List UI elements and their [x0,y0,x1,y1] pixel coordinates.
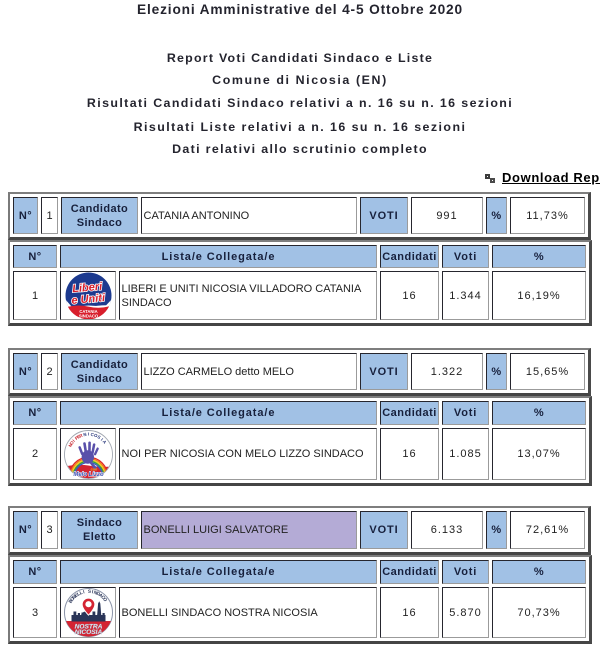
svg-text:B: B [67,598,73,604]
svg-text:E: E [73,592,78,598]
svg-text:I: I [91,589,93,594]
svg-text:N: N [67,442,73,447]
svg-text:L: L [76,591,81,597]
svg-text:A: A [101,439,107,445]
svg-text:O: O [69,596,75,602]
svg-text:I: I [87,431,88,436]
svg-text:C: C [100,594,106,600]
svg-text:NICOSIA: NICOSIA [74,629,102,636]
svg-text:S: S [87,589,90,594]
svg-text:A: A [97,592,103,598]
svg-text:SINDACO: SINDACO [78,313,98,318]
svg-text:I: I [71,438,75,442]
svg-text:I: I [82,589,84,594]
svg-text:N: N [93,590,98,596]
svg-text:S: S [96,434,101,440]
svg-text:O: O [68,439,74,445]
svg-text:Melo Lizzo: Melo Lizzo [73,472,104,478]
svg-text:C: C [90,431,95,437]
svg-text:E: E [76,433,81,439]
svg-text:CATANIA: CATANIA [79,309,97,314]
svg-text:O: O [93,432,99,438]
svg-text:N: N [82,431,86,436]
svg-text:O: O [101,596,107,602]
svg-text:D: D [95,591,101,597]
svg-text:I: I [99,437,103,442]
svg-text:N: N [71,594,77,600]
svg-text:e Uniti: e Uniti [70,292,105,307]
svg-text:NOSTRA: NOSTRA [74,623,102,630]
svg-text:R: R [78,432,84,438]
svg-text:L: L [78,590,83,596]
svg-text:P: P [73,435,78,441]
svg-text:con: con [90,467,97,471]
svg-text:Liberi: Liberi [71,281,103,296]
